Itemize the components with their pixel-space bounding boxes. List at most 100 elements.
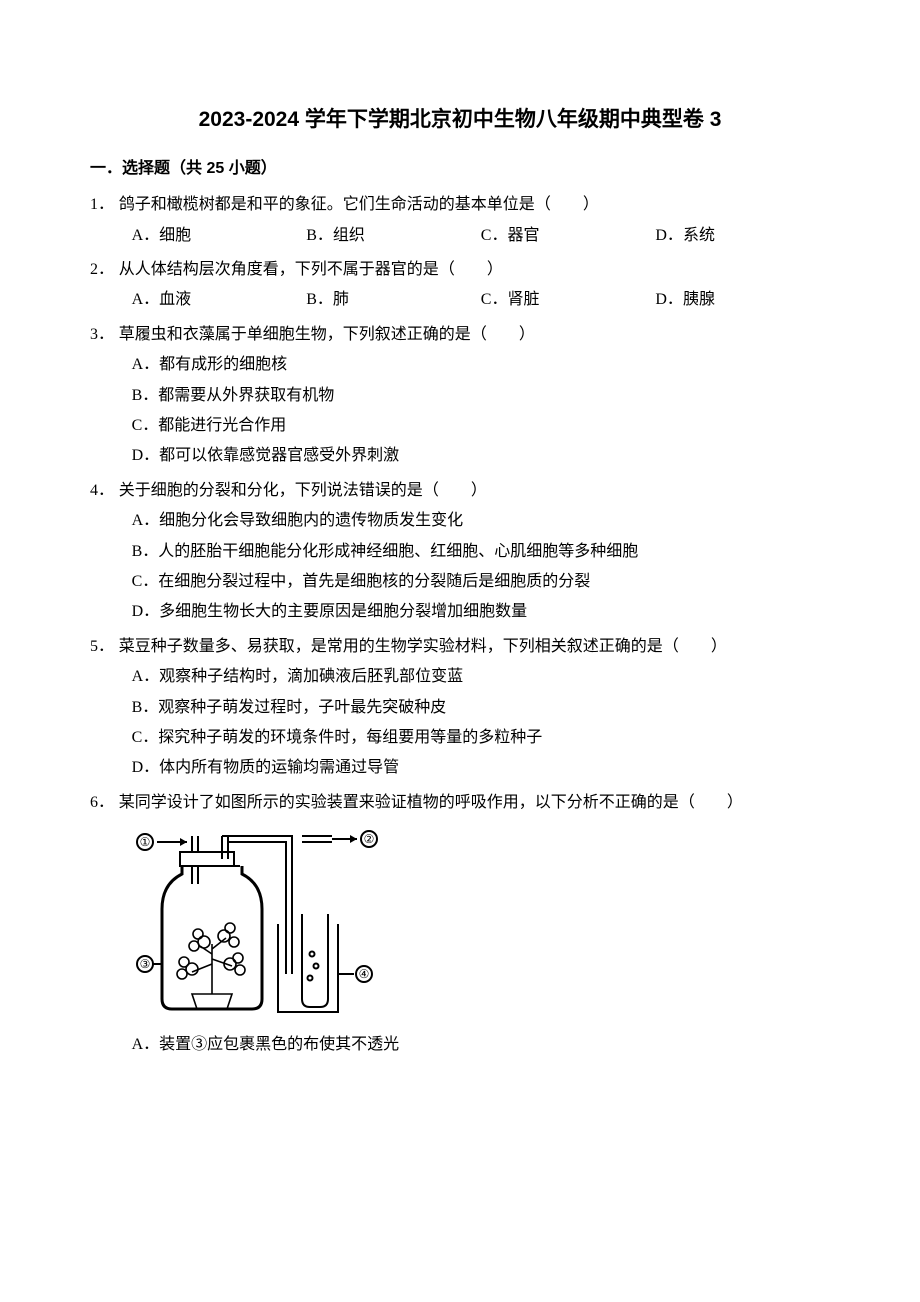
question-6: 6． 某同学设计了如图所示的实验装置来验证植物的呼吸作用，以下分析不正确的是（ … [90,788,830,1061]
option-label: C． [481,291,508,308]
option-label: B． [306,227,333,244]
option-c: C．肾脏 [481,285,656,315]
option-d: D．多细胞生物长大的主要原因是细胞分裂增加细胞数量 [132,597,830,627]
figure-label-4: ④ [358,967,369,981]
option-a: A．血液 [132,285,307,315]
option-label: D． [132,603,160,620]
page-title: 2023-2024 学年下学期北京初中生物八年级期中典型卷 3 [90,100,830,140]
option-label: A． [132,1036,160,1053]
option-d: D．胰腺 [655,285,830,315]
option-text: 装置③应包裹黑色的布使其不透光 [159,1036,399,1053]
option-text: 观察种子结构时，滴加碘液后胚乳部位变蓝 [159,668,463,685]
question-number: 2． [90,255,119,285]
question-stem: 菜豆种子数量多、易获取，是常用的生物学实验材料，下列相关叙述正确的是（ ） [119,632,830,662]
option-b: B．都需要从外界获取有机物 [132,381,830,411]
option-text: 体内所有物质的运输均需通过导管 [159,759,399,776]
option-text: 肾脏 [507,291,539,308]
question-1: 1． 鸽子和橄榄树都是和平的象征。它们生命活动的基本单位是（ ） A．细胞 B．… [90,190,830,251]
options: A．观察种子结构时，滴加碘液后胚乳部位变蓝 B．观察种子萌发过程时，子叶最先突破… [132,662,830,784]
option-label: B． [306,291,333,308]
option-a: A．观察种子结构时，滴加碘液后胚乳部位变蓝 [132,662,830,692]
option-text: 都有成形的细胞核 [159,356,287,373]
question-stem: 某同学设计了如图所示的实验装置来验证植物的呼吸作用，以下分析不正确的是（ ） [119,788,830,818]
option-c: C．探究种子萌发的环境条件时，每组要用等量的多粒种子 [132,723,830,753]
experiment-figure: ① [132,824,830,1024]
figure-label-1: ① [139,835,150,849]
option-label: B． [132,543,159,560]
option-text: 组织 [333,227,365,244]
option-label: A． [132,668,160,685]
option-label: A． [132,227,160,244]
option-a: A．细胞 [132,221,307,251]
option-text: 胰腺 [683,291,715,308]
options: A．细胞分化会导致细胞内的遗传物质发生变化 B．人的胚胎干细胞能分化形成神经细胞… [132,506,830,628]
option-label: A． [132,512,160,529]
question-2: 2． 从人体结构层次角度看，下列不属于器官的是（ ） A．血液 B．肺 C．肾脏… [90,255,830,316]
option-b: B．肺 [306,285,481,315]
option-text: 细胞分化会导致细胞内的遗传物质发生变化 [159,512,463,529]
question-number: 1． [90,190,119,220]
option-b: B．观察种子萌发过程时，子叶最先突破种皮 [132,693,830,723]
apparatus-diagram-icon: ① [132,824,392,1024]
option-text: 探究种子萌发的环境条件时，每组要用等量的多粒种子 [158,729,542,746]
figure-label-3: ③ [139,957,150,971]
option-text: 观察种子萌发过程时，子叶最先突破种皮 [158,699,446,716]
question-stem: 从人体结构层次角度看，下列不属于器官的是（ ） [119,255,830,285]
option-text: 肺 [333,291,349,308]
stem-text: 关于细胞的分裂和分化，下列说法错误的是 [119,482,423,499]
question-5: 5． 菜豆种子数量多、易获取，是常用的生物学实验材料，下列相关叙述正确的是（ ）… [90,632,830,784]
answer-blank: （ ） [471,326,535,343]
question-3: 3． 草履虫和衣藻属于单细胞生物，下列叙述正确的是（ ） A．都有成形的细胞核 … [90,320,830,472]
option-text: 系统 [683,227,715,244]
stem-text: 草履虫和衣藻属于单细胞生物，下列叙述正确的是 [119,326,471,343]
option-label: D． [132,759,160,776]
option-text: 细胞 [159,227,191,244]
option-text: 器官 [507,227,539,244]
option-b: B．组织 [306,221,481,251]
option-text: 多细胞生物长大的主要原因是细胞分裂增加细胞数量 [159,603,527,620]
question-number: 4． [90,476,119,506]
answer-blank: （ ） [663,638,727,655]
option-label: C． [481,227,508,244]
option-d: D．体内所有物质的运输均需通过导管 [132,753,830,783]
option-label: C． [132,729,159,746]
options: A．细胞 B．组织 C．器官 D．系统 [132,221,830,251]
option-text: 人的胚胎干细胞能分化形成神经细胞、红细胞、心肌细胞等多种细胞 [158,543,638,560]
question-stem: 草履虫和衣藻属于单细胞生物，下列叙述正确的是（ ） [119,320,830,350]
option-c: C．在细胞分裂过程中，首先是细胞核的分裂随后是细胞质的分裂 [132,567,830,597]
answer-blank: （ ） [679,794,743,811]
question-stem: 鸽子和橄榄树都是和平的象征。它们生命活动的基本单位是（ ） [119,190,830,220]
option-c: C．器官 [481,221,656,251]
options: A．血液 B．肺 C．肾脏 D．胰腺 [132,285,830,315]
stem-text: 菜豆种子数量多、易获取，是常用的生物学实验材料，下列相关叙述正确的是 [119,638,663,655]
option-label: C． [132,417,159,434]
option-text: 都可以依靠感觉器官感受外界刺激 [159,447,399,464]
section-heading: 一．选择题（共 25 小题） [90,154,830,184]
option-a: A．装置③应包裹黑色的布使其不透光 [132,1030,830,1060]
stem-text: 某同学设计了如图所示的实验装置来验证植物的呼吸作用，以下分析不正确的是 [119,794,679,811]
option-a: A．细胞分化会导致细胞内的遗传物质发生变化 [132,506,830,536]
option-d: D．系统 [655,221,830,251]
answer-blank: （ ） [423,482,487,499]
question-4: 4． 关于细胞的分裂和分化，下列说法错误的是（ ） A．细胞分化会导致细胞内的遗… [90,476,830,628]
option-label: D． [655,227,683,244]
option-label: A． [132,291,160,308]
option-text: 都需要从外界获取有机物 [158,387,334,404]
option-label: A． [132,356,160,373]
question-number: 6． [90,788,119,818]
option-a: A．都有成形的细胞核 [132,350,830,380]
question-stem: 关于细胞的分裂和分化，下列说法错误的是（ ） [119,476,830,506]
option-d: D．都可以依靠感觉器官感受外界刺激 [132,441,830,471]
option-label: D． [655,291,683,308]
answer-blank: （ ） [535,196,599,213]
options: A．装置③应包裹黑色的布使其不透光 [132,1030,830,1060]
question-number: 5． [90,632,119,662]
option-label: B． [132,699,159,716]
option-text: 在细胞分裂过程中，首先是细胞核的分裂随后是细胞质的分裂 [158,573,590,590]
option-label: B． [132,387,159,404]
answer-blank: （ ） [439,261,503,278]
option-label: D． [132,447,160,464]
figure-label-2: ② [363,832,374,846]
option-b: B．人的胚胎干细胞能分化形成神经细胞、红细胞、心肌细胞等多种细胞 [132,537,830,567]
option-text: 血液 [159,291,191,308]
